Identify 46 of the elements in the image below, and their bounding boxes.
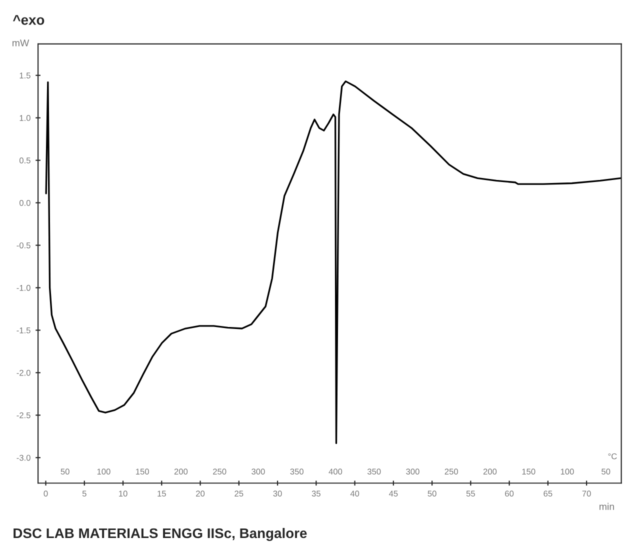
annotation: 250: [444, 468, 458, 475]
annotation: 150: [522, 468, 536, 475]
annotation: 350: [290, 468, 304, 475]
annotation: 400: [328, 468, 342, 475]
x-tick-label: 60: [505, 490, 514, 497]
line-series: [45, 80, 622, 444]
x-tick-label: 65: [544, 490, 552, 497]
x-tick-label: 40: [350, 490, 360, 497]
annotation: 350: [367, 468, 381, 475]
y-tick-label: -3.0: [16, 454, 30, 461]
y-tick-label: -1.0: [16, 284, 30, 291]
x-tick-label: 45: [388, 490, 398, 497]
x-tick-label: 10: [119, 490, 128, 497]
annotation: 300: [252, 468, 265, 475]
annotation: 200: [483, 468, 497, 475]
annotation: 200: [174, 468, 188, 475]
x-tick-label: 5: [82, 490, 86, 497]
x-tick-label: 50: [428, 490, 436, 497]
x-tick-label: 0: [44, 490, 48, 497]
x-tick-label: 15: [158, 490, 166, 497]
text: DSC LAB MATERIALS ENGG IISc, Bangalore: [14, 528, 307, 541]
y-tick-label: -2.0: [16, 370, 30, 376]
y-tick-label: -2.5: [16, 412, 30, 418]
annotation: 50: [602, 468, 610, 475]
x-tick-label: 20: [196, 490, 205, 497]
chart-title: ^exo: [12, 15, 44, 25]
x-tick-label: 35: [312, 490, 320, 497]
x-tick-label: 30: [273, 490, 282, 497]
y-tick-label: -0.5: [16, 242, 30, 248]
annotation: 50: [60, 468, 70, 475]
annotation: °C: [608, 453, 617, 460]
y-tick-label: 1.5: [20, 72, 30, 78]
annotation: 300: [406, 468, 420, 475]
x-tick-label: 55: [466, 490, 475, 497]
x-axis-title: min: [600, 502, 614, 510]
y-tick-label: 0.0: [19, 200, 30, 206]
y-tick-label: 0.5: [19, 158, 30, 164]
annotation: 250: [213, 468, 226, 475]
annotation: 150: [136, 468, 149, 475]
y-axis-title: mW: [12, 40, 30, 46]
y-tick-label: -1.5: [16, 327, 30, 334]
annotation: 100: [560, 468, 574, 475]
x-tick-label: 70: [582, 490, 591, 497]
x-tick-label: 25: [234, 490, 244, 497]
annotation: 100: [97, 468, 110, 475]
y-tick-label: 1.0: [20, 115, 30, 121]
